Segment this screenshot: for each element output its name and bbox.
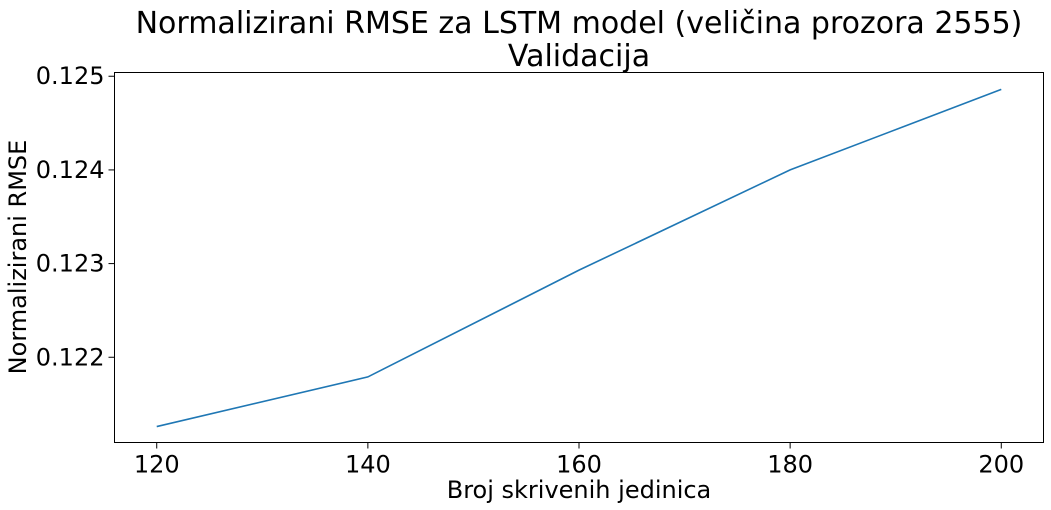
x-tick-label: 140 — [345, 451, 391, 479]
y-axis-label: Normalizirani RMSE — [4, 140, 32, 375]
x-tick-label: 200 — [978, 451, 1024, 479]
y-axis: 0.122 0.123 0.124 0.125 — [36, 62, 115, 371]
y-tick-label: 0.122 — [36, 343, 105, 371]
x-tick-label: 160 — [556, 451, 602, 479]
x-tick-label: 120 — [134, 451, 180, 479]
plot-frame — [114, 72, 1044, 443]
y-tick-label: 0.124 — [36, 156, 105, 184]
series-group — [156, 88, 1002, 428]
plot-area: 120 140 160 180 200 0.122 0.123 0.124 0.125 — [36, 62, 1044, 479]
y-tick-label: 0.123 — [36, 250, 105, 278]
x-axis: 120 140 160 180 200 — [134, 442, 1024, 479]
chart-title-line-1: Normalizirani RMSE za LSTM model (veliči… — [136, 6, 1023, 41]
x-axis-label: Broj skrivenih jedinica — [447, 476, 712, 504]
x-tick-label: 180 — [767, 451, 813, 479]
series-line — [156, 88, 1002, 428]
y-tick-label: 0.125 — [36, 62, 105, 90]
chart-title-line-2: Validacija — [508, 39, 650, 74]
